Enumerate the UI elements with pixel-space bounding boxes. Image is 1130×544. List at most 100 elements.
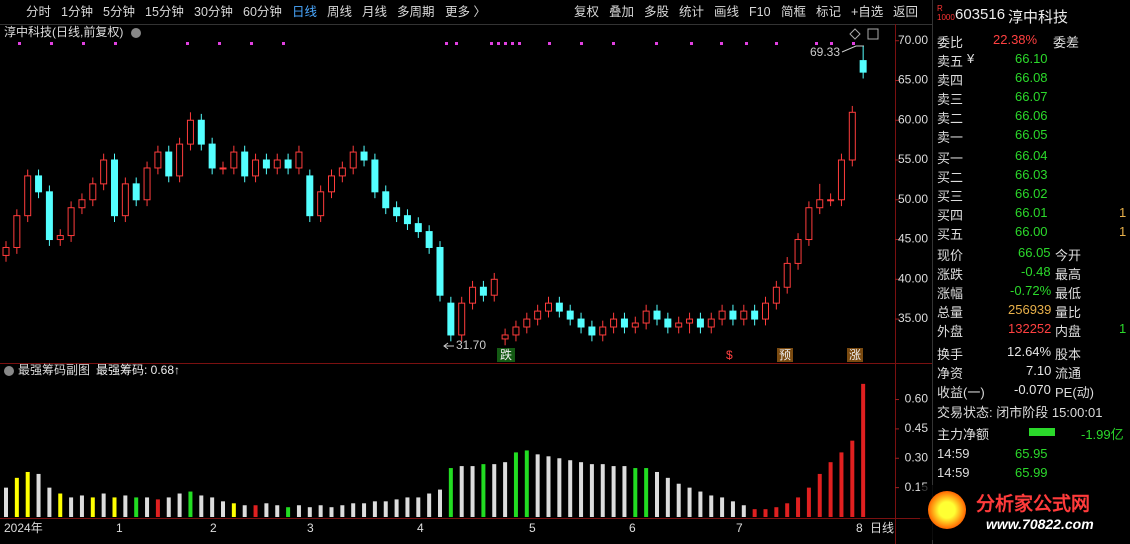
stat-label: 最低 [1055, 286, 1082, 301]
bar [687, 487, 692, 517]
candle-body [599, 326, 607, 336]
y-tick-label: 70.00 [898, 33, 928, 47]
x-tick-label: 2024年 [4, 521, 43, 535]
candle-body [13, 215, 21, 248]
candle-body [208, 143, 216, 169]
candle-body [512, 326, 520, 336]
tool-button[interactable]: 返回 [893, 5, 919, 19]
icon[interactable] [867, 28, 879, 40]
tool-button[interactable]: +自选 [851, 5, 884, 19]
candle-body [837, 159, 845, 201]
candle-body [805, 207, 813, 241]
tick-time: 14:59 [937, 465, 970, 480]
icon[interactable] [849, 28, 861, 40]
bar [785, 503, 790, 517]
bar [307, 507, 312, 517]
bar [470, 466, 475, 517]
x-tick-label: 5 [529, 521, 536, 535]
candle-body [425, 231, 433, 248]
tool-button[interactable]: 多股 [644, 5, 670, 19]
bar [362, 503, 367, 517]
stat-label: 股本 [1055, 347, 1082, 362]
bar [427, 493, 432, 517]
tool-button[interactable]: 简框 [781, 5, 807, 19]
dropdown-icon[interactable] [131, 28, 141, 38]
value: 22.38% [993, 32, 1038, 47]
stat-label: 量比 [1055, 305, 1082, 320]
period-label: 日线 [870, 521, 894, 535]
bar [655, 471, 659, 517]
period-button[interactable]: 月线 [362, 5, 388, 19]
candle-body [490, 278, 498, 296]
candle-body [762, 302, 769, 320]
period-button[interactable]: 周线 [327, 5, 353, 19]
period-button[interactable]: 更多 〉 [445, 5, 486, 19]
candle-body [338, 167, 346, 177]
bar [188, 491, 193, 517]
period-button[interactable]: 日线 [292, 5, 318, 19]
period-button[interactable]: 分时 [26, 5, 52, 19]
tool-button[interactable]: 统计 [679, 5, 705, 19]
annotation-arrow [841, 45, 864, 53]
book-price: 66.05 [1015, 127, 1048, 142]
signal-dots [18, 42, 855, 45]
candle-body [707, 318, 715, 328]
tool-button[interactable]: 标记 [816, 5, 842, 19]
bar [90, 497, 95, 517]
candle-body [718, 310, 726, 320]
bar [579, 462, 584, 517]
bar [589, 464, 594, 517]
period-button[interactable]: 多周期 [397, 5, 435, 19]
tool-button[interactable]: F10 [749, 5, 771, 19]
annotation: 31.70 [456, 338, 486, 352]
tool-button[interactable]: 叠加 [609, 5, 635, 19]
divider [0, 518, 932, 519]
period-button[interactable]: 60分钟 [243, 5, 282, 19]
book-qty: 1 [1119, 224, 1127, 239]
bar [199, 495, 204, 517]
candle-body [588, 326, 596, 336]
stat-label: 现价 [937, 248, 964, 263]
book-price: 66.00 [1015, 224, 1048, 239]
axis-line [895, 24, 896, 544]
period-button[interactable]: 1分钟 [61, 5, 93, 19]
signal-dot [250, 42, 253, 45]
signal: $ [726, 348, 733, 362]
book-price: 66.01 [1015, 205, 1048, 220]
stat-label: 总量 [937, 305, 964, 320]
tool-button[interactable]: 画线 [714, 5, 740, 19]
stat-label: 外盘 [937, 324, 964, 339]
watermark-title: 分析家公式网 [976, 494, 1091, 515]
signal-dot [612, 42, 615, 45]
candle-body [479, 286, 487, 296]
flow-label: 主力净额 [937, 427, 990, 442]
candle-body [35, 175, 43, 193]
signal-dot [830, 42, 833, 45]
bar [58, 493, 63, 517]
tool-button[interactable]: 复权 [574, 5, 600, 19]
candle-body [827, 199, 835, 202]
bar [600, 464, 605, 517]
candle-body [751, 310, 759, 320]
dropdown-icon[interactable] [4, 366, 14, 376]
bar [459, 466, 464, 517]
bar [36, 473, 41, 517]
bar [101, 493, 106, 517]
stat-qty: 1 [1119, 321, 1127, 336]
period-button[interactable]: 15分钟 [145, 5, 184, 19]
candle-body [317, 191, 325, 217]
stat-value: -0.48 [1021, 264, 1051, 279]
bar [438, 489, 442, 517]
bar [850, 440, 855, 517]
candle-body [577, 318, 585, 328]
indicator-label: 最强筹码副图 [18, 363, 90, 377]
period-button[interactable]: 5分钟 [103, 5, 135, 19]
y-tick-label: 0.60 [905, 392, 929, 406]
period-button[interactable]: 30分钟 [194, 5, 233, 19]
candle-body [783, 262, 791, 288]
bar [861, 383, 866, 517]
bar [405, 497, 410, 517]
candle-body [241, 151, 249, 177]
bar [665, 477, 670, 517]
